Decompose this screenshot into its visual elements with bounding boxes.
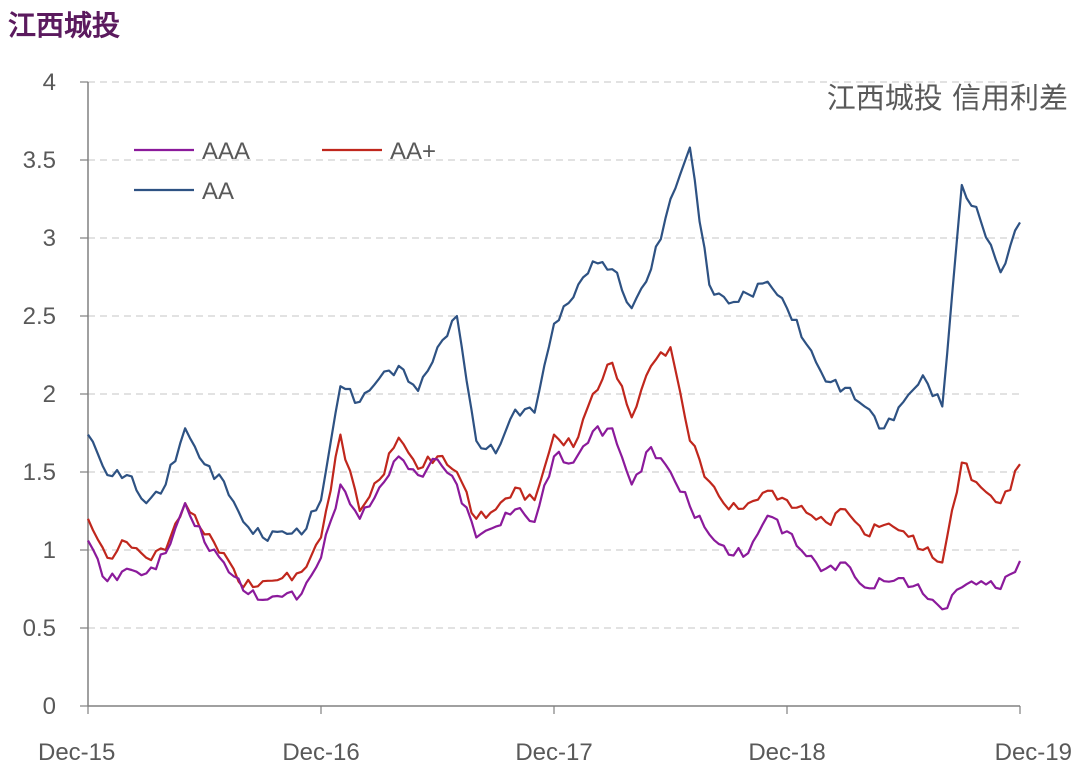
legend-label: AA xyxy=(202,178,234,205)
y-tick-label: 1 xyxy=(43,537,56,564)
legend-label: AA+ xyxy=(390,138,436,165)
y-axis-ticks: 0 0.5 1 1.5 2 2.5 3 3.5 4 xyxy=(23,69,88,720)
x-tick-label: Dec-15 xyxy=(38,739,115,766)
y-tick-label: 0.5 xyxy=(23,615,56,642)
page-title: 江西城投 xyxy=(8,9,121,42)
y-tick-label: 1.5 xyxy=(23,459,56,486)
y-tick-label: 0 xyxy=(43,693,56,720)
series-line-aa xyxy=(87,146,1021,543)
legend-label: AAA xyxy=(202,138,250,165)
x-tick-label: Dec-16 xyxy=(282,739,359,766)
y-tick-label: 4 xyxy=(43,69,56,96)
series-lines xyxy=(86,146,1022,611)
y-tick-label: 3 xyxy=(43,225,56,252)
legend: AAA AA+ AA xyxy=(134,138,436,205)
x-axis-ticks: Dec-15 Dec-16 Dec-17 Dec-18 Dec-19 xyxy=(38,706,1072,766)
series-line-aaa xyxy=(87,425,1022,611)
x-tick-label: Dec-19 xyxy=(995,739,1072,766)
x-tick-label: Dec-17 xyxy=(515,739,592,766)
y-tick-label: 3.5 xyxy=(23,147,56,174)
y-tick-label: 2 xyxy=(43,381,56,408)
x-tick-label: Dec-18 xyxy=(748,739,825,766)
chart-title: 江西城投 信用利差 xyxy=(827,81,1068,115)
series-line-aa-plus xyxy=(86,346,1021,589)
y-tick-label: 2.5 xyxy=(23,303,56,330)
